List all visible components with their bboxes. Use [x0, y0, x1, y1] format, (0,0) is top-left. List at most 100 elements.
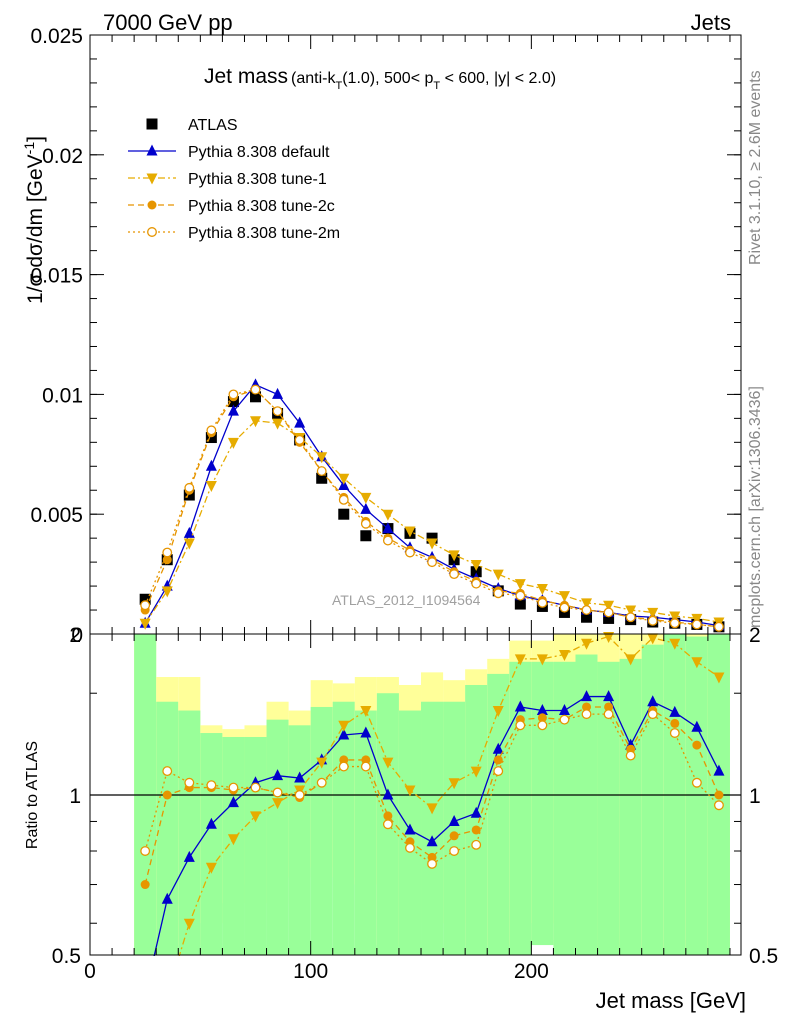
main-data-point — [448, 550, 460, 562]
ratio-ytick-label-right: 2 — [749, 624, 761, 647]
main-series-line — [144, 384, 720, 627]
ratio-data-point — [382, 788, 394, 800]
legend-label: Pythia 8.308 tune-2c — [188, 198, 335, 215]
main-data-point — [426, 532, 438, 544]
main-data-point — [382, 522, 394, 534]
ratio-stat-band — [200, 733, 223, 955]
ratio-stat-band — [575, 654, 598, 955]
watermark: ATLAS_2012_I1094564 — [332, 592, 481, 608]
title-e: < 600, |y| < 2.0) — [440, 70, 556, 87]
main-ytick-label: 0.02 — [42, 145, 83, 168]
ratio-data-point — [227, 834, 239, 846]
title-d: T — [433, 80, 440, 92]
main-xticks — [89, 35, 731, 634]
ratio-data-point — [360, 706, 372, 718]
ratio-data-point — [184, 777, 195, 788]
ratio-data-point — [227, 796, 239, 808]
ratio-data-point — [691, 720, 703, 732]
ratio-data-point — [206, 780, 217, 791]
ratio-data-point — [713, 672, 725, 684]
main-data-point — [250, 384, 261, 395]
main-data-point — [603, 600, 615, 612]
main-data-point — [515, 590, 526, 601]
ratio-data-point — [670, 718, 680, 728]
main-data-point — [470, 566, 482, 578]
main-data-point — [426, 538, 438, 550]
legend-marker — [147, 227, 157, 237]
ratio-series-group — [89, 632, 742, 1016]
main-data-point — [427, 557, 438, 568]
main-data-point — [161, 586, 173, 598]
ratio-data-point — [449, 846, 460, 856]
ratio-data-point — [272, 798, 284, 810]
ratio-data-point — [558, 650, 570, 662]
legend-label: Pythia 8.308 tune-1 — [188, 171, 327, 188]
main-data-point — [449, 569, 460, 580]
ratio-data-point — [404, 785, 416, 797]
ratio-data-point — [427, 858, 438, 869]
ylabel-main: 1/σ dσ/dm [GeV — [24, 154, 47, 304]
ylabel-sup: -1 — [21, 142, 37, 155]
ratio-data-point — [426, 835, 438, 847]
main-data-point — [492, 569, 504, 581]
main-data-point — [581, 598, 593, 610]
ratio-data-point — [691, 777, 702, 788]
main-data-point — [493, 588, 504, 599]
ratio-stat-band — [443, 701, 466, 955]
ratio-stat-band — [685, 636, 708, 955]
main-ytick-label: 0.005 — [30, 504, 83, 527]
ratio-stat-band — [222, 736, 245, 955]
legend-marker — [147, 200, 157, 210]
ratio-data-point — [603, 690, 615, 702]
ylabel-end: ] — [24, 136, 47, 142]
ratio-data-point — [582, 702, 592, 712]
ratio-data-point — [537, 720, 548, 731]
main-data-point — [470, 560, 482, 572]
main-data-point — [183, 538, 195, 550]
ratio-data-point — [294, 771, 306, 783]
ratio-stat-band — [619, 658, 642, 955]
ratio-data-point — [382, 819, 393, 830]
ratio-data-point — [470, 766, 482, 778]
main-data-point — [514, 579, 526, 591]
ratio-data-point — [515, 720, 526, 731]
ratio-data-point — [338, 728, 350, 740]
main-series-group — [139, 378, 725, 633]
ratio-xticks: 0 100 200 — [84, 634, 731, 983]
ratio-data-point — [492, 742, 504, 754]
main-data-point — [184, 482, 195, 493]
ratio-data-point — [360, 761, 371, 772]
main-data-point — [360, 492, 372, 504]
main-data-point — [316, 472, 328, 484]
ratio-data-point — [581, 638, 593, 650]
ratio-data-point — [713, 800, 724, 811]
legend-label: Pythia 8.308 tune-2m — [188, 225, 340, 242]
title-c: (1.0), 500< p — [342, 70, 433, 87]
legend: ATLAS Pythia 8.308 default Pythia 8.308 tu… — [128, 117, 340, 242]
main-data-point — [250, 416, 262, 428]
main-data-point — [536, 583, 548, 595]
main-data-point — [227, 396, 239, 408]
main-data-point — [360, 502, 372, 514]
ratio-ytick-label-right: 1 — [749, 785, 761, 808]
ratio-data-point — [316, 757, 328, 769]
main-data-point — [272, 418, 284, 430]
ratio-data-point — [692, 740, 702, 750]
ratio-ytick-label: 0.5 — [52, 945, 81, 968]
ratio-data-point — [250, 811, 262, 823]
ratio-stat-band — [288, 725, 311, 955]
ratio-data-point — [581, 709, 592, 720]
ratio-ylabel: Ratio to ATLAS — [24, 741, 41, 849]
ratio-data-point — [449, 831, 459, 841]
legend-marker — [146, 144, 158, 156]
ratio-data-point — [448, 814, 460, 826]
legend-marker — [146, 173, 158, 185]
main-data-point — [183, 489, 195, 501]
x-axis-label: Jet mass [GeV] — [596, 988, 746, 1013]
ratio-stat-band — [354, 710, 377, 955]
main-data-point — [338, 473, 350, 485]
ratio-data-point — [493, 766, 504, 777]
title-a: (anti-k — [291, 70, 336, 87]
ratio-data-point — [448, 778, 460, 790]
